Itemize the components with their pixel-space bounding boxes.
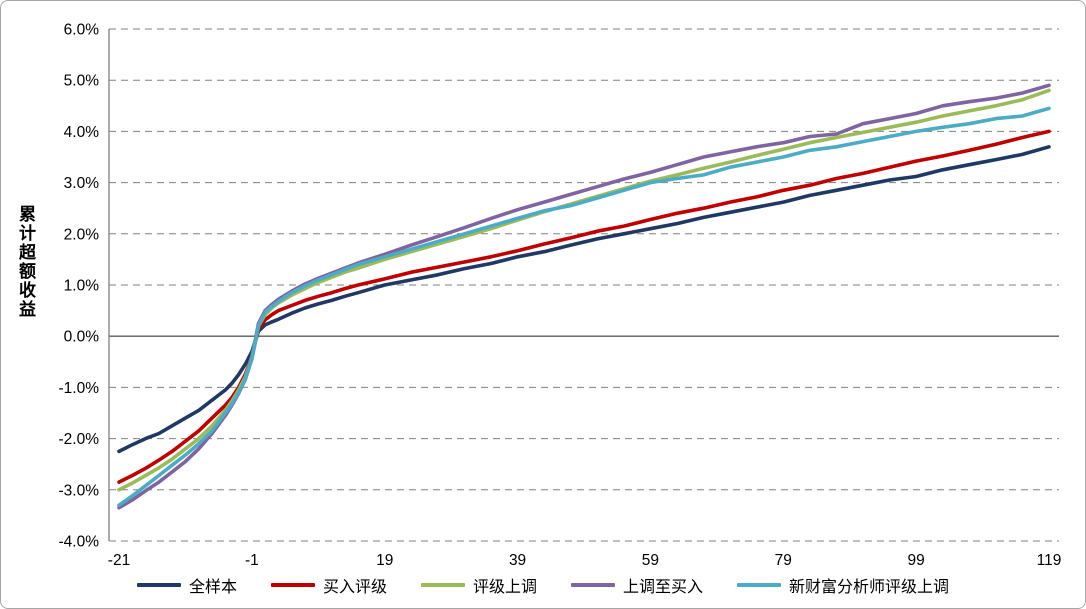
- y-tick-label: 6.0%: [64, 22, 100, 39]
- y-tick-label: 0.0%: [64, 329, 100, 346]
- chart-legend: 全样本 买入评级 评级上调 上调至买入 新财富分析师评级上调: [1, 573, 1085, 597]
- legend-label: 买入评级: [322, 579, 387, 596]
- series-line-买入评级: [117, 129, 1051, 484]
- y-tick-label: 4.0%: [64, 124, 100, 141]
- y-tick-label: -4.0%: [59, 534, 100, 551]
- series-line-上调至买入: [117, 83, 1051, 510]
- x-tick-label: 79: [775, 552, 792, 569]
- x-tick-label: 39: [509, 552, 526, 569]
- y-tick-label: 3.0%: [64, 175, 100, 192]
- legend-item: 上调至买入: [571, 573, 703, 597]
- legend-label: 上调至买入: [623, 579, 704, 596]
- y-tick-label: -1.0%: [59, 380, 100, 397]
- x-tick-label: 99: [908, 552, 925, 569]
- x-tick-label: 119: [1037, 552, 1062, 569]
- y-tick-label: -2.0%: [59, 431, 100, 448]
- legend-item: 买入评级: [270, 573, 387, 597]
- y-tick-label: 2.0%: [64, 226, 100, 243]
- x-tick-label: -1: [245, 552, 259, 569]
- legend-line-swatch: [136, 582, 181, 588]
- legend-line-swatch: [737, 582, 782, 588]
- legend-line-swatch: [420, 582, 465, 588]
- y-tick-label: 1.0%: [64, 278, 100, 295]
- legend-line-swatch: [270, 582, 315, 588]
- x-tick-label: 59: [642, 552, 659, 569]
- series-line-评级上调: [117, 88, 1051, 492]
- plot-area: 6.0% 5.0% 4.0% 3.0% 2.0% 1.0% 0.0% -1.0% -2.0% -3…: [59, 22, 1062, 570]
- x-tick-label: 19: [376, 552, 393, 569]
- legend-label: 全样本: [188, 579, 237, 596]
- series-line-新财富分析师评级上调: [117, 106, 1051, 508]
- legend-item: 全样本: [136, 573, 237, 597]
- legend-label: 评级上调: [472, 579, 537, 596]
- y-tick-label: -3.0%: [59, 482, 100, 499]
- legend-line-swatch: [571, 582, 615, 588]
- y-tick-label: 5.0%: [64, 73, 100, 90]
- x-tick-label: -21: [108, 552, 130, 569]
- y-axis-title: 累计超额收益: [16, 205, 35, 319]
- legend-item: 新财富分析师评级上调: [737, 573, 949, 597]
- legend-label: 新财富分析师评级上调: [789, 579, 950, 596]
- legend-item: 评级上调: [420, 573, 537, 597]
- series-line-全样本: [117, 145, 1051, 454]
